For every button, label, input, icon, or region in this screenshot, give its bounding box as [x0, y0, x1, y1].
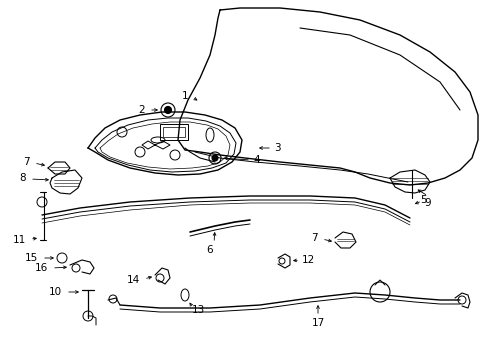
Text: 9: 9 [424, 198, 430, 208]
Text: 14: 14 [126, 275, 140, 285]
Bar [160, 124, 187, 140]
Circle shape [212, 155, 218, 161]
Text: 5: 5 [419, 195, 426, 205]
Text: 13: 13 [192, 305, 205, 315]
Text: 12: 12 [302, 255, 315, 265]
Text: 7: 7 [311, 233, 317, 243]
Text: 6: 6 [206, 245, 213, 255]
Text: 17: 17 [311, 318, 324, 328]
Text: 16: 16 [35, 263, 48, 273]
Text: 1: 1 [181, 91, 187, 101]
Text: 2: 2 [138, 105, 145, 115]
Text: 15: 15 [25, 253, 38, 263]
Text: 10: 10 [49, 287, 62, 297]
Text: 3: 3 [273, 143, 280, 153]
Circle shape [164, 107, 171, 113]
Text: 4: 4 [252, 155, 259, 165]
Text: 8: 8 [20, 173, 26, 183]
Bar [163, 127, 184, 137]
Text: 7: 7 [23, 157, 30, 167]
Text: 11: 11 [13, 235, 26, 245]
